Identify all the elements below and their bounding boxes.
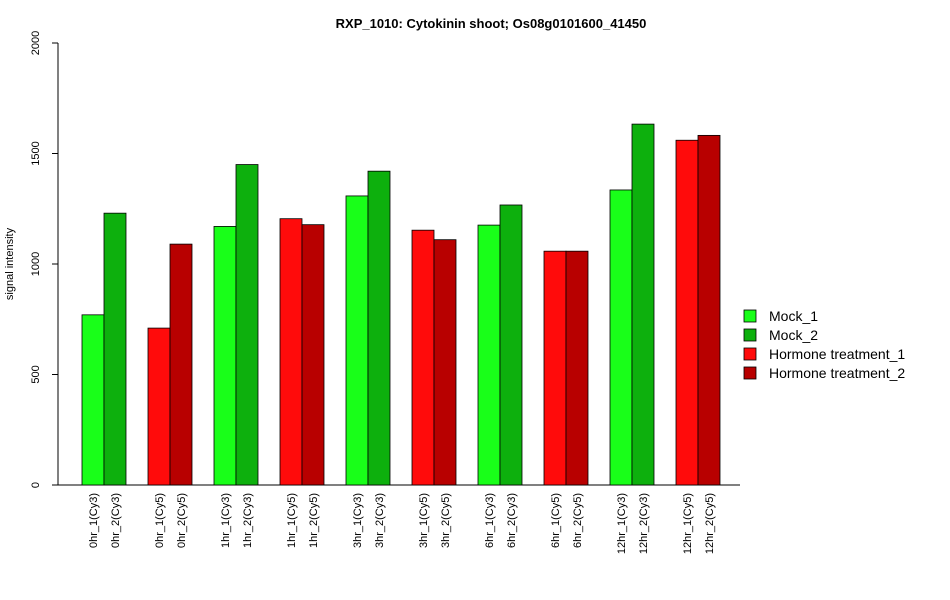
- chart-title: RXP_1010: Cytokinin shoot; Os08g0101600_…: [336, 16, 647, 31]
- x-tick-label: 0hr_1(Cy3): [88, 493, 100, 548]
- bar: [477, 224, 501, 486]
- x-tick-label: 1hr_2(Cy3): [242, 493, 254, 548]
- x-tick-label: 3hr_2(Cy5): [440, 493, 452, 548]
- bar: [411, 229, 435, 486]
- y-axis: 0 500 1000 1500 2000: [30, 31, 59, 488]
- bars: [81, 123, 721, 486]
- bar: [235, 164, 259, 486]
- x-tick-label: 3hr_1(Cy3): [352, 493, 364, 548]
- bar: [675, 139, 699, 486]
- bar: [301, 224, 325, 486]
- x-tick-label: 0hr_2(Cy5): [176, 493, 188, 548]
- bar: [169, 243, 193, 486]
- x-tick-label: 1hr_2(Cy5): [308, 493, 320, 548]
- legend-label: Mock_2: [769, 327, 818, 343]
- legend-swatch: [743, 347, 757, 361]
- bar: [103, 212, 127, 486]
- y-tick-label: 500: [30, 365, 42, 383]
- x-tick-label: 12hr_2(Cy3): [638, 493, 650, 554]
- y-tick-label: 1500: [30, 141, 42, 165]
- bar: [147, 327, 171, 486]
- bar: [499, 204, 523, 486]
- legend-label: Hormone treatment_1: [769, 346, 905, 362]
- x-tick-label: 3hr_2(Cy3): [374, 493, 386, 548]
- x-tick-label: 6hr_1(Cy3): [484, 493, 496, 548]
- x-tick-label: 12hr_1(Cy5): [682, 493, 694, 554]
- bar: [565, 250, 589, 486]
- legend-label: Hormone treatment_2: [769, 365, 905, 381]
- legend-swatch: [743, 366, 757, 380]
- bar: [367, 170, 391, 486]
- x-tick-label: 0hr_2(Cy3): [110, 493, 122, 548]
- x-tick-label: 6hr_2(Cy3): [506, 493, 518, 548]
- x-tick-label: 1hr_1(Cy5): [286, 493, 298, 548]
- x-tick-label: 3hr_1(Cy5): [418, 493, 430, 548]
- legend-swatch: [743, 309, 757, 323]
- legend-swatch: [743, 328, 757, 342]
- bar: [631, 123, 655, 486]
- x-tick-label: 6hr_1(Cy5): [550, 493, 562, 548]
- bar: [543, 250, 567, 486]
- y-tick-label: 0: [30, 482, 42, 488]
- x-tick-label: 0hr_1(Cy5): [154, 493, 166, 548]
- y-tick-label: 2000: [30, 31, 42, 55]
- x-axis: 0hr_1(Cy3) 0hr_2(Cy3) 0hr_1(Cy5) 0hr_2(Cy5)…: [58, 484, 740, 554]
- x-tick-label: 6hr_2(Cy5): [572, 493, 584, 548]
- bar: [609, 189, 633, 486]
- x-tick-label: 1hr_1(Cy3): [220, 493, 232, 548]
- legend: Mock_1 Mock_2 Hormone treatment_1 Hormone t…: [743, 308, 905, 381]
- legend-label: Mock_1: [769, 308, 818, 324]
- bar: [213, 226, 237, 486]
- x-tick-label: 12hr_2(Cy5): [704, 493, 716, 554]
- bar: [81, 314, 105, 486]
- x-tick-label: 12hr_1(Cy3): [616, 493, 628, 554]
- bar: [279, 218, 303, 486]
- bar: [345, 195, 369, 486]
- y-tick-label: 1000: [30, 252, 42, 276]
- y-axis-label: signal intensity: [4, 227, 16, 300]
- bar: [433, 239, 457, 486]
- bar: [697, 134, 721, 486]
